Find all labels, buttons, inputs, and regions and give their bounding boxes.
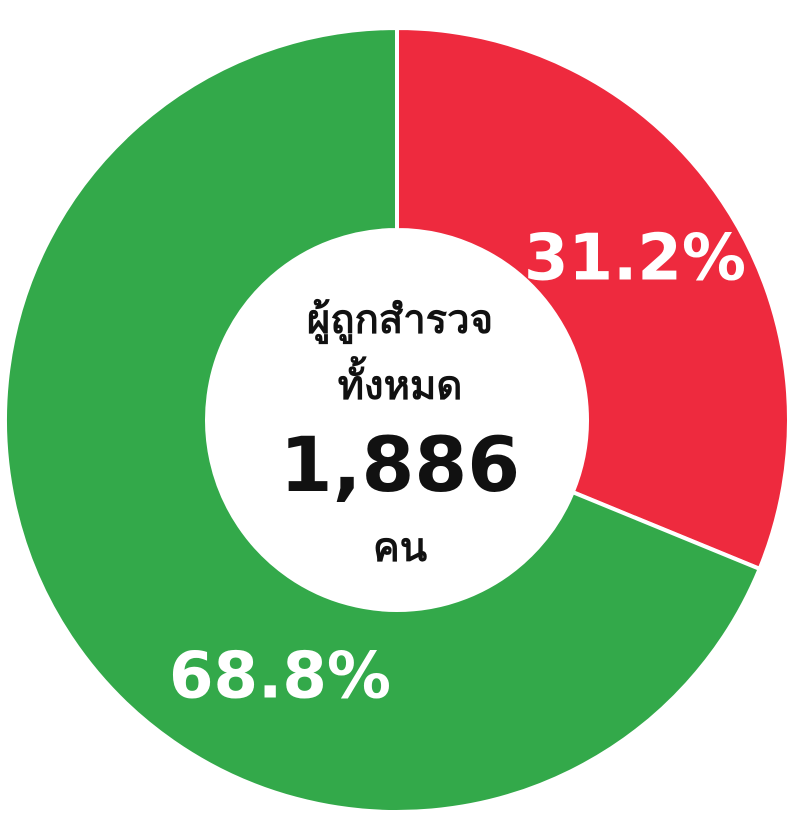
- slice: [3, 25, 763, 814]
- slices: [3, 25, 791, 814]
- center-label: ทั้งหมด: [338, 356, 463, 409]
- slice: [395, 25, 791, 572]
- center-unit: คน: [373, 525, 427, 571]
- slice-label: 68.8%: [169, 640, 391, 714]
- center-total: 1,886: [280, 420, 520, 509]
- slice-label: 31.2%: [524, 222, 746, 296]
- center-label: ผู้ถูกสำรวจ: [307, 297, 493, 344]
